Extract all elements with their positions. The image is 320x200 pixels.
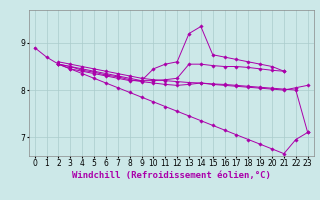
X-axis label: Windchill (Refroidissement éolien,°C): Windchill (Refroidissement éolien,°C) [72,171,271,180]
